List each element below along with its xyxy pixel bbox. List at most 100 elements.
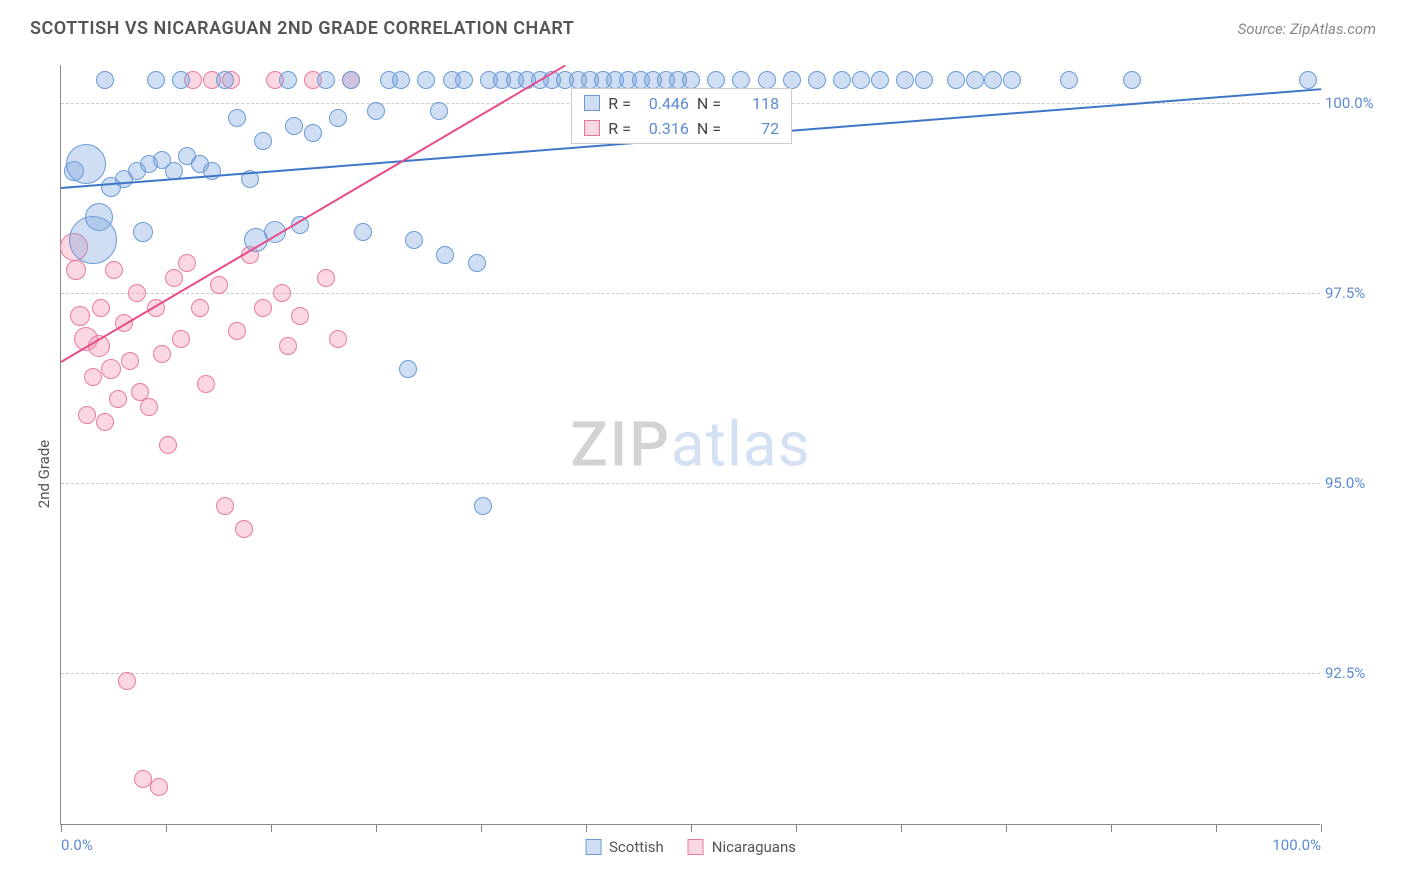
legend-label: Nicaraguans: [712, 838, 796, 856]
nicaraguans-point: [92, 299, 110, 317]
x-tick: [166, 824, 167, 832]
x-tick: [1216, 824, 1217, 832]
chart-header: SCOTTISH VS NICARAGUAN 2ND GRADE CORRELA…: [0, 0, 1406, 49]
scottish-point: [279, 71, 297, 89]
scottish-point: [436, 246, 454, 264]
legend-n-label: N =: [697, 119, 721, 138]
nicaraguans-point: [172, 330, 190, 348]
scottish-point: [833, 71, 851, 89]
nicaraguans-point: [178, 254, 196, 272]
nicaraguans-point: [165, 269, 183, 287]
x-tick: [481, 824, 482, 832]
scottish-point: [228, 109, 246, 127]
legend-swatch: [584, 95, 600, 111]
nicaraguans-point: [66, 260, 86, 280]
scottish-point: [254, 132, 272, 150]
nicaraguans-point: [279, 337, 297, 355]
scottish-point: [455, 71, 473, 89]
scottish-point: [947, 71, 965, 89]
nicaraguans-point: [121, 352, 139, 370]
legend-r-value: 0.446: [639, 94, 689, 113]
nicaraguans-point: [317, 269, 335, 287]
scottish-point: [1123, 71, 1141, 89]
nicaraguans-point: [96, 413, 114, 431]
scottish-point: [1003, 71, 1021, 89]
gridline-h: [61, 483, 1320, 484]
scottish-point: [304, 124, 322, 142]
scottish-point: [399, 360, 417, 378]
scottish-point: [808, 71, 826, 89]
nicaraguans-point: [150, 778, 168, 796]
scottish-point: [430, 102, 448, 120]
scottish-point: [85, 203, 113, 231]
nicaraguans-point: [78, 406, 96, 424]
x-tick-label: 100.0%: [1272, 836, 1321, 854]
nicaraguans-point: [210, 276, 228, 294]
scottish-point: [984, 71, 1002, 89]
legend-n-value: 72: [729, 119, 779, 138]
nicaraguans-point: [109, 390, 127, 408]
nicaraguans-point: [291, 307, 309, 325]
nicaraguans-point: [329, 330, 347, 348]
scottish-point: [285, 117, 303, 135]
legend-r-label: R =: [608, 119, 631, 138]
nicaraguans-point: [153, 345, 171, 363]
scottish-point: [405, 231, 423, 249]
chart-title: SCOTTISH VS NICARAGUAN 2ND GRADE CORRELA…: [30, 18, 574, 39]
nicaraguans-point: [118, 672, 136, 690]
gridline-h: [61, 293, 1320, 294]
nicaraguans-point: [273, 284, 291, 302]
nicaraguans-point: [228, 322, 246, 340]
scottish-point: [133, 222, 153, 242]
x-tick: [376, 824, 377, 832]
nicaraguans-point: [134, 770, 152, 788]
scottish-point: [354, 223, 372, 241]
scottish-point: [468, 254, 486, 272]
scottish-point: [329, 109, 347, 127]
scottish-point: [216, 71, 234, 89]
scottish-point: [417, 71, 435, 89]
scottish-point: [342, 71, 360, 89]
legend-swatch: [584, 120, 600, 136]
legend-item-nicaraguans: Nicaraguans: [688, 838, 796, 856]
nicaraguans-point: [105, 261, 123, 279]
scottish-point: [147, 71, 165, 89]
correlation-legend: R =0.446N =118R =0.316N =72: [571, 88, 792, 144]
legend-row-scottish: R = 0.446 N = 118: [572, 91, 791, 116]
x-tick: [271, 824, 272, 832]
nicaraguans-point: [128, 284, 146, 302]
nicaraguans-point: [254, 299, 272, 317]
gridline-h: [61, 673, 1320, 674]
x-tick: [586, 824, 587, 832]
y-tick-label: 97.5%: [1325, 284, 1395, 302]
nicaraguans-point: [101, 359, 121, 379]
legend-label: Scottish: [609, 838, 664, 856]
nicaraguans-point: [159, 436, 177, 454]
chart-source: Source: ZipAtlas.com: [1238, 20, 1376, 38]
nicaraguans-point: [70, 306, 90, 326]
chart-container: 2nd Grade ZIPatlas 92.5%95.0%97.5%100.0%…: [0, 55, 1406, 892]
scottish-point: [852, 71, 870, 89]
scatter-plot: ZIPatlas 92.5%95.0%97.5%100.0%0.0%100.0%…: [60, 65, 1320, 825]
x-tick: [61, 824, 62, 832]
legend-swatch: [585, 839, 601, 855]
x-tick: [691, 824, 692, 832]
nicaraguans-point: [197, 375, 215, 393]
scottish-point: [915, 71, 933, 89]
scottish-point: [392, 71, 410, 89]
scottish-point: [317, 71, 335, 89]
scottish-point: [871, 71, 889, 89]
y-tick-label: 92.5%: [1325, 664, 1395, 682]
y-axis-label: 2nd Grade: [35, 439, 53, 507]
nicaraguans-point: [191, 299, 209, 317]
legend-n-value: 118: [729, 94, 779, 113]
scottish-point: [966, 71, 984, 89]
scottish-point: [707, 71, 725, 89]
legend-row-nicaraguans: R =0.316N =72: [572, 116, 791, 141]
scottish-point: [732, 71, 750, 89]
legend-n-label: N =: [697, 94, 721, 113]
legend-r-label: R =: [608, 94, 631, 113]
x-tick: [1006, 824, 1007, 832]
nicaraguans-point: [140, 398, 158, 416]
series-legend: Scottish Nicaraguans: [585, 838, 796, 856]
